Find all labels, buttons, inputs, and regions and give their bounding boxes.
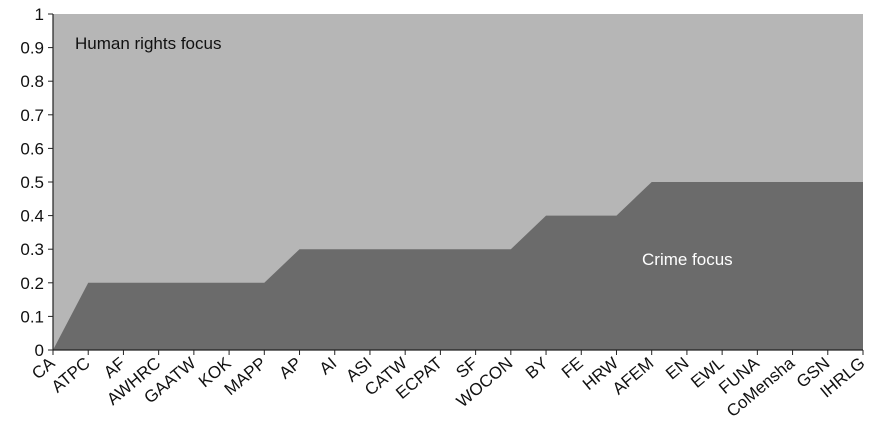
x-tick-label: AFEM: [609, 354, 657, 399]
x-tick-label: AP: [276, 354, 306, 383]
y-tick-label: 1: [35, 5, 44, 24]
y-tick-label: 0: [35, 341, 44, 360]
y-tick-label: 0.6: [20, 139, 44, 158]
y-tick-label: 0.2: [20, 274, 44, 293]
y-tick-label: 0.7: [20, 106, 44, 125]
y-tick-label: 0.3: [20, 240, 44, 259]
x-tick-label: BY: [522, 354, 552, 383]
y-tick-label: 0.5: [20, 173, 44, 192]
y-tick-label: 0.9: [20, 39, 44, 58]
x-tick-label: ATPC: [48, 354, 94, 397]
y-tick-label: 0.4: [20, 207, 44, 226]
x-tick-label: AI: [316, 354, 341, 379]
lower-area: [53, 182, 863, 350]
y-tick-label: 0.8: [20, 72, 44, 91]
annotation-human-rights: Human rights focus: [75, 34, 221, 53]
y-ticks: 0 0.1 0.2 0.3 0.4 0.5 0.6 0.7 0.8 0.9 1: [20, 5, 53, 360]
annotation-crime: Crime focus: [642, 250, 733, 269]
y-tick-label: 0.1: [20, 307, 44, 326]
